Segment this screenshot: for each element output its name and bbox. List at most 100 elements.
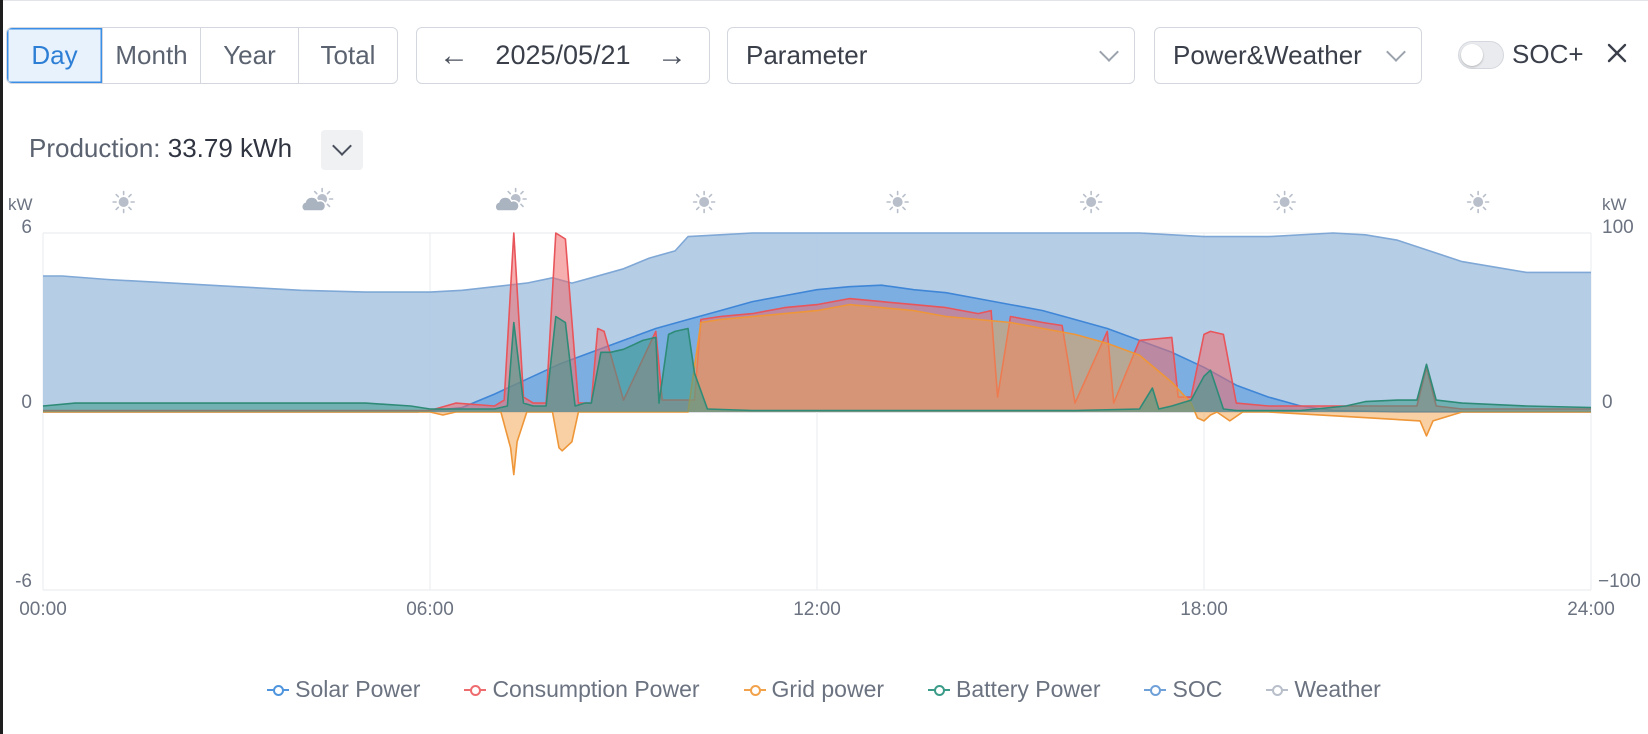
legend-marker-icon	[1144, 683, 1167, 697]
sun-ray	[115, 206, 120, 211]
sun-ray	[1469, 206, 1474, 211]
left-axis-unit: kW	[8, 195, 33, 214]
legend-label: SOC	[1172, 676, 1223, 702]
sun-core	[892, 197, 903, 207]
x-tick-3: 18:00	[1180, 599, 1228, 620]
production-expand-button[interactable]	[321, 130, 363, 170]
sun-ray	[326, 190, 331, 195]
sun-ray	[1469, 193, 1474, 198]
legend-marker-icon	[464, 683, 487, 697]
sun-ray	[1289, 206, 1293, 211]
cloud-shape	[300, 196, 327, 212]
sun-core	[699, 197, 710, 207]
sun-ray	[1095, 206, 1100, 211]
legend-marker-icon	[1266, 683, 1289, 697]
arrow-left-icon[interactable]: ←	[439, 38, 469, 72]
legend-item-soc[interactable]: SOC	[1144, 676, 1222, 703]
sun-ray	[115, 193, 120, 198]
weather-row	[112, 187, 1490, 214]
x-tick-1: 06:00	[406, 599, 454, 620]
sun-icon	[1273, 190, 1296, 214]
sun-icon	[112, 190, 135, 214]
sun-ray	[326, 203, 331, 208]
right-tick-top: 100	[1602, 217, 1634, 238]
sun-ray	[520, 203, 524, 208]
sun-ray	[695, 193, 700, 198]
sun-core	[1473, 197, 1484, 207]
legend-label: Battery Power	[956, 676, 1101, 702]
chevron-down-icon	[332, 136, 352, 156]
cloud-shape	[494, 196, 520, 212]
sun-ray	[128, 193, 132, 198]
sun-ray	[1482, 193, 1487, 198]
production-summary: Production: 33.79 kWh	[29, 133, 292, 164]
battery-power-line	[42, 315, 1592, 412]
parameter-select[interactable]: Parameter	[727, 27, 1135, 84]
sun-ray	[1482, 206, 1487, 211]
legend-marker-icon	[267, 683, 290, 697]
battery-power-area	[43, 316, 1591, 412]
legend-label: Consumption Power	[492, 676, 700, 702]
period-tabs: Day Month Year Total	[6, 27, 398, 84]
date-value[interactable]: 2025/05/21	[495, 40, 631, 70]
top-divider	[0, 0, 1648, 1]
legend-item-weather[interactable]: Weather	[1266, 676, 1381, 703]
tab-year[interactable]: Year	[201, 28, 299, 83]
sun-ray	[889, 193, 894, 198]
legend-item-solar[interactable]: Solar Power	[267, 676, 420, 703]
sun-ray	[1276, 193, 1281, 198]
x-tick-0: 00:00	[19, 599, 67, 620]
sun-ray	[1289, 193, 1293, 198]
view-select[interactable]: Power&Weather	[1154, 27, 1422, 84]
sun-ray	[1082, 206, 1087, 211]
legend-marker-icon	[928, 683, 951, 697]
view-select-value: Power&Weather	[1173, 40, 1362, 70]
left-tick-zero: 0	[21, 392, 32, 413]
sun-core	[1086, 197, 1097, 207]
consumption-power-line	[43, 232, 1591, 412]
legend-label: Grid power	[771, 676, 885, 702]
tab-total[interactable]: Total	[320, 40, 376, 70]
partly-cloudy-icon	[300, 187, 334, 212]
sun-ray	[313, 190, 318, 195]
sun-ray	[902, 206, 906, 211]
partly-cloudy-icon	[494, 187, 527, 212]
legend-item-grid[interactable]: Grid power	[743, 676, 885, 703]
sun-ray	[902, 193, 906, 198]
legend-label: Weather	[1294, 676, 1381, 702]
grid-power-line	[43, 303, 1591, 476]
toggle-knob	[1461, 44, 1483, 66]
sun-core	[118, 197, 129, 207]
sun-ray	[520, 190, 524, 195]
soc-toggle-label: SOC+	[1512, 39, 1584, 69]
tab-day[interactable]: Day	[7, 28, 103, 83]
left-tick-bottom: -6	[15, 571, 32, 592]
soc-line	[43, 232, 1591, 293]
chart-legend: Solar Power Consumption Power Grid power…	[0, 676, 1648, 703]
x-tick-2: 12:00	[793, 599, 841, 620]
sun-core	[1279, 197, 1290, 207]
right-axis-unit: kW	[1602, 195, 1627, 214]
production-label: Production:	[29, 133, 161, 163]
sun-ray	[708, 193, 713, 198]
x-tick-4: 24:00	[1567, 599, 1615, 620]
chevron-down-icon	[1099, 41, 1119, 62]
sun-ray	[1095, 193, 1100, 198]
legend-label: Solar Power	[295, 676, 421, 702]
legend-item-consumption[interactable]: Consumption Power	[464, 676, 700, 703]
sun-ray	[1276, 206, 1281, 211]
legend-item-battery[interactable]: Battery Power	[928, 676, 1100, 703]
toolbar: Day Month Year Total ← 2025/05/21 → Para…	[0, 0, 1648, 110]
close-icon[interactable]	[1602, 38, 1632, 68]
parameter-select-value: Parameter	[746, 40, 868, 70]
sun-icon	[1466, 190, 1490, 214]
right-tick-zero: 0	[1602, 392, 1613, 413]
tab-month[interactable]: Month	[103, 28, 201, 83]
sun-ray	[889, 206, 894, 211]
legend-marker-icon	[743, 683, 766, 697]
sun-ray	[1082, 193, 1087, 198]
window-edge	[0, 0, 3, 734]
arrow-right-icon[interactable]: →	[656, 38, 687, 72]
soc-toggle[interactable]	[1458, 41, 1504, 69]
sun-icon	[1079, 190, 1103, 214]
